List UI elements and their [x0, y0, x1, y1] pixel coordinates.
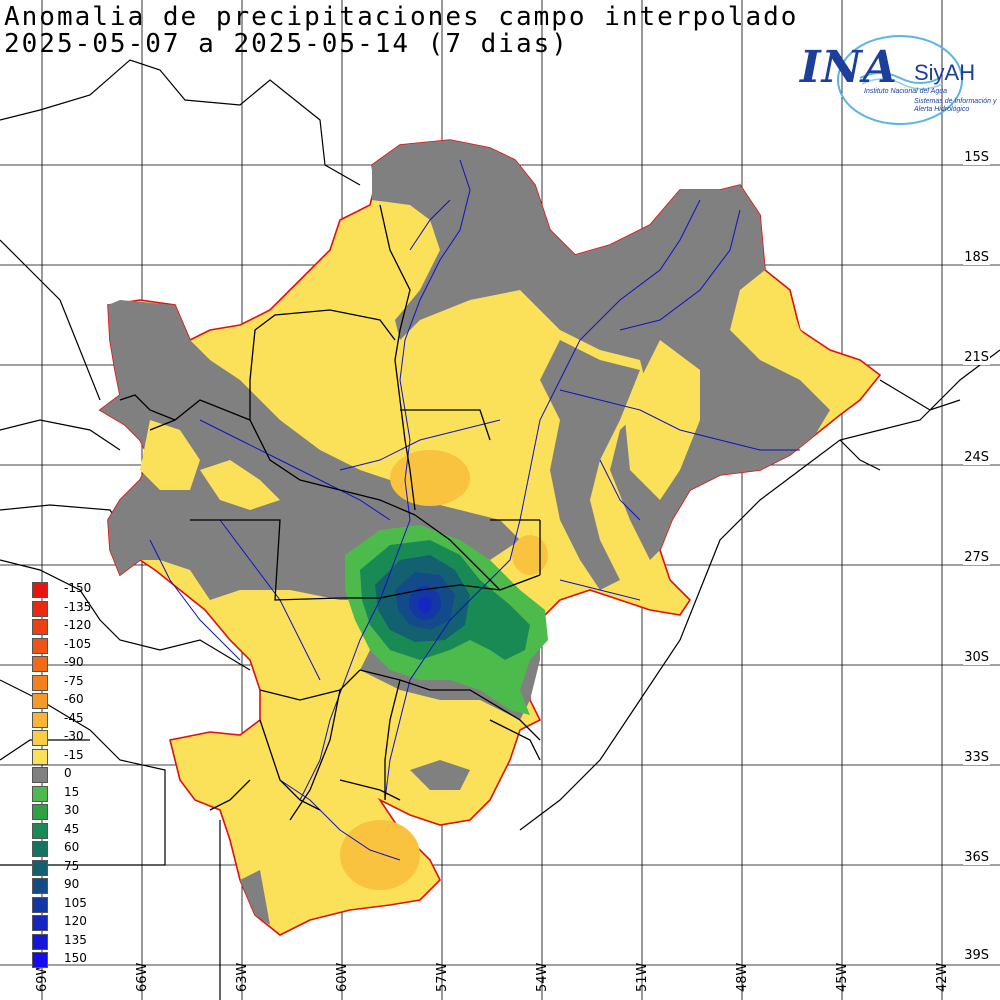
legend-swatch	[32, 748, 48, 765]
legend-label: 15	[64, 784, 80, 799]
lon-label: 57W	[435, 962, 450, 992]
lon-label: 42W	[935, 962, 950, 992]
legend-label: -30	[64, 729, 84, 743]
lon-label: 48W	[735, 962, 750, 992]
legend-label: -60	[64, 692, 84, 706]
lat-label: 39S	[963, 948, 990, 963]
legend-label: -75	[64, 673, 84, 688]
legend-label: -150	[64, 581, 92, 595]
legend-swatch	[32, 896, 48, 913]
legend-swatch	[32, 841, 48, 857]
lon-label: 66W	[135, 962, 150, 992]
legend-label: 105	[64, 895, 87, 910]
legend-label: 150	[64, 951, 87, 965]
legend-label: -135	[64, 599, 92, 614]
logo-swoosh-icon	[837, 35, 963, 125]
map-subtitle-date-range: 2025-05-07 a 2025-05-14 (7 dias)	[4, 29, 569, 59]
legend-label: 120	[64, 914, 87, 928]
legend-label: -105	[64, 636, 92, 651]
lon-label: 54W	[535, 962, 550, 992]
legend-swatch	[32, 804, 48, 820]
legend-label: 0	[64, 766, 72, 780]
lon-label: 60W	[335, 962, 350, 992]
lat-label: 33S	[963, 750, 990, 765]
lat-label: 15S	[963, 150, 990, 165]
legend-label: 90	[64, 877, 80, 891]
logo-institute-text: Instituto Nacional del Agua	[864, 88, 948, 95]
lon-label: 45W	[835, 962, 850, 992]
legend-swatch	[32, 619, 48, 635]
lon-label: 51W	[635, 962, 650, 992]
legend-swatch	[32, 730, 48, 746]
legend-swatch	[32, 711, 48, 728]
legend-swatch	[32, 859, 48, 876]
legend-swatch	[32, 600, 48, 617]
legend-label: 45	[64, 821, 80, 836]
lat-label: 18S	[963, 250, 990, 265]
legend-swatch	[32, 582, 48, 598]
lat-label: 24S	[963, 450, 990, 465]
lat-label: 27S	[963, 550, 990, 565]
logo-system-text: Sistemas de Información y Alerta Hidroló…	[914, 98, 997, 113]
anomaly-negative-zones	[340, 450, 548, 890]
legend-swatch	[32, 933, 48, 950]
legend-swatch	[32, 674, 48, 691]
legend-swatch	[32, 952, 48, 968]
logo-ina-text: INA	[800, 42, 898, 93]
legend-label: -15	[64, 747, 84, 762]
legend-swatch	[32, 656, 48, 672]
legend-label: 135	[64, 932, 87, 947]
legend-label: 60	[64, 840, 80, 854]
lat-label: 36S	[963, 850, 990, 865]
legend-label: -90	[64, 655, 84, 669]
logo-siyah-text: SiyAH	[914, 60, 976, 85]
legend-swatch	[32, 878, 48, 894]
legend-swatch	[32, 822, 48, 839]
legend-swatch	[32, 785, 48, 802]
legend-label: -45	[64, 710, 84, 725]
lat-label: 21S	[963, 350, 990, 365]
legend-label: -120	[64, 618, 92, 632]
ina-siyah-logo: INA SiyAH Instituto Nacional del Agua Si…	[800, 28, 1000, 128]
legend-swatch	[32, 693, 48, 709]
legend-swatch	[32, 637, 48, 654]
lat-label: 30S	[963, 650, 990, 665]
legend-label: 30	[64, 803, 80, 817]
lon-label: 63W	[235, 962, 250, 992]
legend-label: 75	[64, 858, 80, 873]
map-title: Anomalia de precipitaciones campo interp…	[4, 2, 799, 32]
legend-swatch	[32, 767, 48, 783]
internal-borders	[119, 204, 541, 821]
legend-swatch	[32, 915, 48, 931]
